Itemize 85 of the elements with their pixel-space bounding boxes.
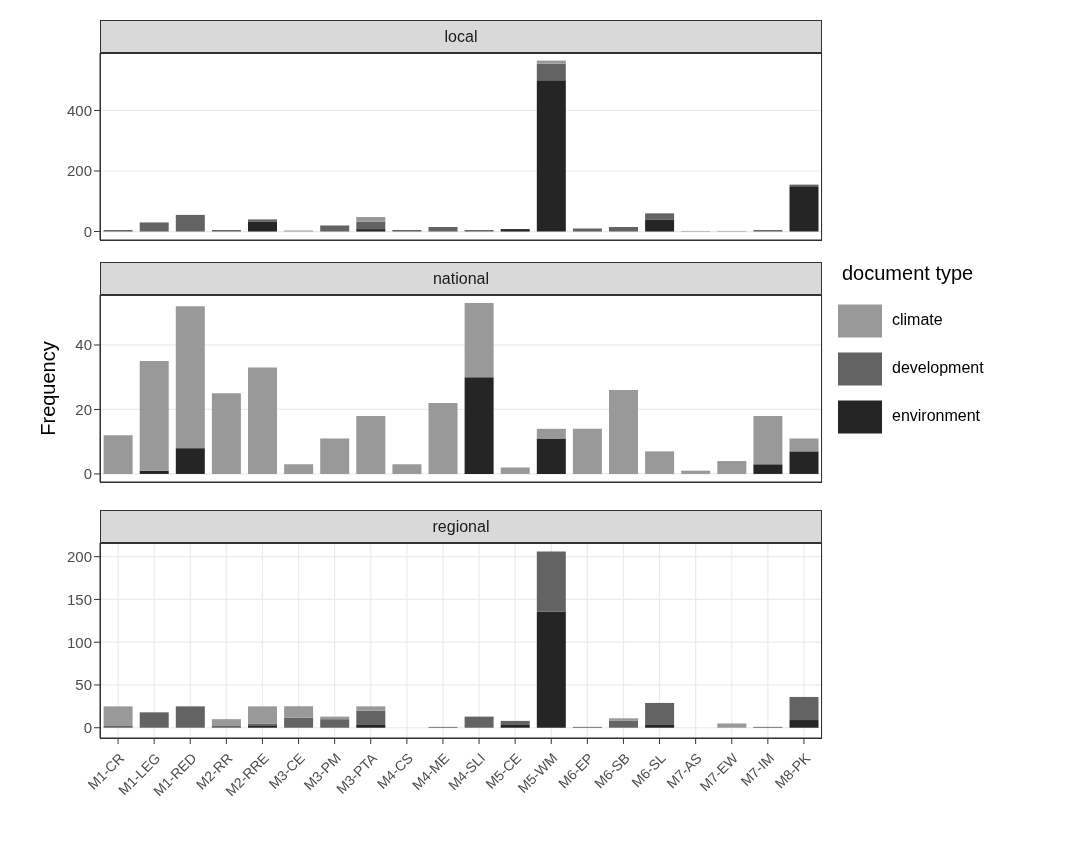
bar (248, 219, 278, 222)
bar (211, 393, 241, 474)
y-tick-label: 20 (75, 400, 92, 418)
y-axis-title: Frequency (36, 339, 60, 438)
y-tick-label: 0 (83, 465, 92, 483)
bar (139, 222, 169, 232)
bar (789, 186, 819, 232)
y-tick-label: 200 (66, 162, 92, 180)
bar (356, 706, 386, 711)
y-tick-label: 400 (66, 101, 92, 119)
bar (103, 706, 133, 727)
bar (609, 390, 639, 474)
chart-title: local (100, 20, 822, 53)
bar (717, 723, 747, 728)
bar (681, 470, 711, 474)
bar (789, 438, 819, 452)
bar (645, 451, 675, 474)
bar (284, 464, 314, 474)
bar (356, 221, 386, 230)
bar (536, 611, 566, 728)
bar (609, 226, 639, 232)
bar (248, 706, 278, 724)
bar (536, 438, 566, 474)
legend-label: environment (892, 407, 981, 424)
bar (753, 415, 783, 465)
bar (428, 226, 458, 232)
bar (284, 717, 314, 728)
legend-label: climate (892, 311, 943, 328)
bar (536, 551, 566, 612)
bar (536, 80, 566, 232)
chart-title: national (100, 262, 822, 295)
y-tick-label: 150 (66, 590, 92, 608)
bar (572, 228, 602, 232)
bar (609, 720, 639, 728)
bar (392, 464, 422, 474)
bar (536, 63, 566, 81)
bar (248, 221, 278, 232)
bar (356, 217, 386, 222)
bar (139, 361, 169, 471)
bar (428, 403, 458, 474)
bar (753, 464, 783, 474)
bar (175, 214, 205, 232)
bar (464, 377, 494, 474)
bar (175, 706, 205, 728)
bar (789, 720, 819, 728)
bar (175, 306, 205, 449)
bar (356, 710, 386, 725)
bar (645, 213, 675, 220)
legend-title: document type (842, 262, 974, 285)
bar (139, 712, 169, 728)
bar (139, 470, 169, 474)
bar (356, 415, 386, 474)
chart-title: regional (100, 510, 822, 543)
bar (464, 303, 494, 378)
bar (356, 724, 386, 728)
bar (248, 367, 278, 474)
bar (536, 60, 566, 64)
bar (103, 435, 133, 474)
bar (717, 461, 747, 474)
bar (320, 225, 350, 232)
bar (211, 719, 241, 727)
bar (536, 428, 566, 439)
y-tick-label: 0 (83, 719, 92, 737)
bar (320, 438, 350, 474)
bar (464, 716, 494, 728)
bar (175, 448, 205, 474)
bar (789, 451, 819, 474)
bar (645, 219, 675, 232)
bar (572, 428, 602, 474)
bar (500, 229, 530, 232)
y-tick-label: 0 (83, 222, 92, 240)
legend-label: development (892, 359, 984, 376)
bar (645, 724, 675, 728)
y-tick-label: 200 (66, 548, 92, 566)
y-tick-label: 40 (75, 336, 92, 354)
bar (645, 702, 675, 725)
bar (356, 229, 386, 232)
bar (284, 706, 314, 718)
bar (609, 718, 639, 721)
bar (789, 696, 819, 721)
y-tick-label: 50 (75, 676, 92, 694)
y-tick-label: 100 (66, 633, 92, 651)
bar (500, 467, 530, 474)
bar (320, 719, 350, 728)
bar (500, 724, 530, 728)
